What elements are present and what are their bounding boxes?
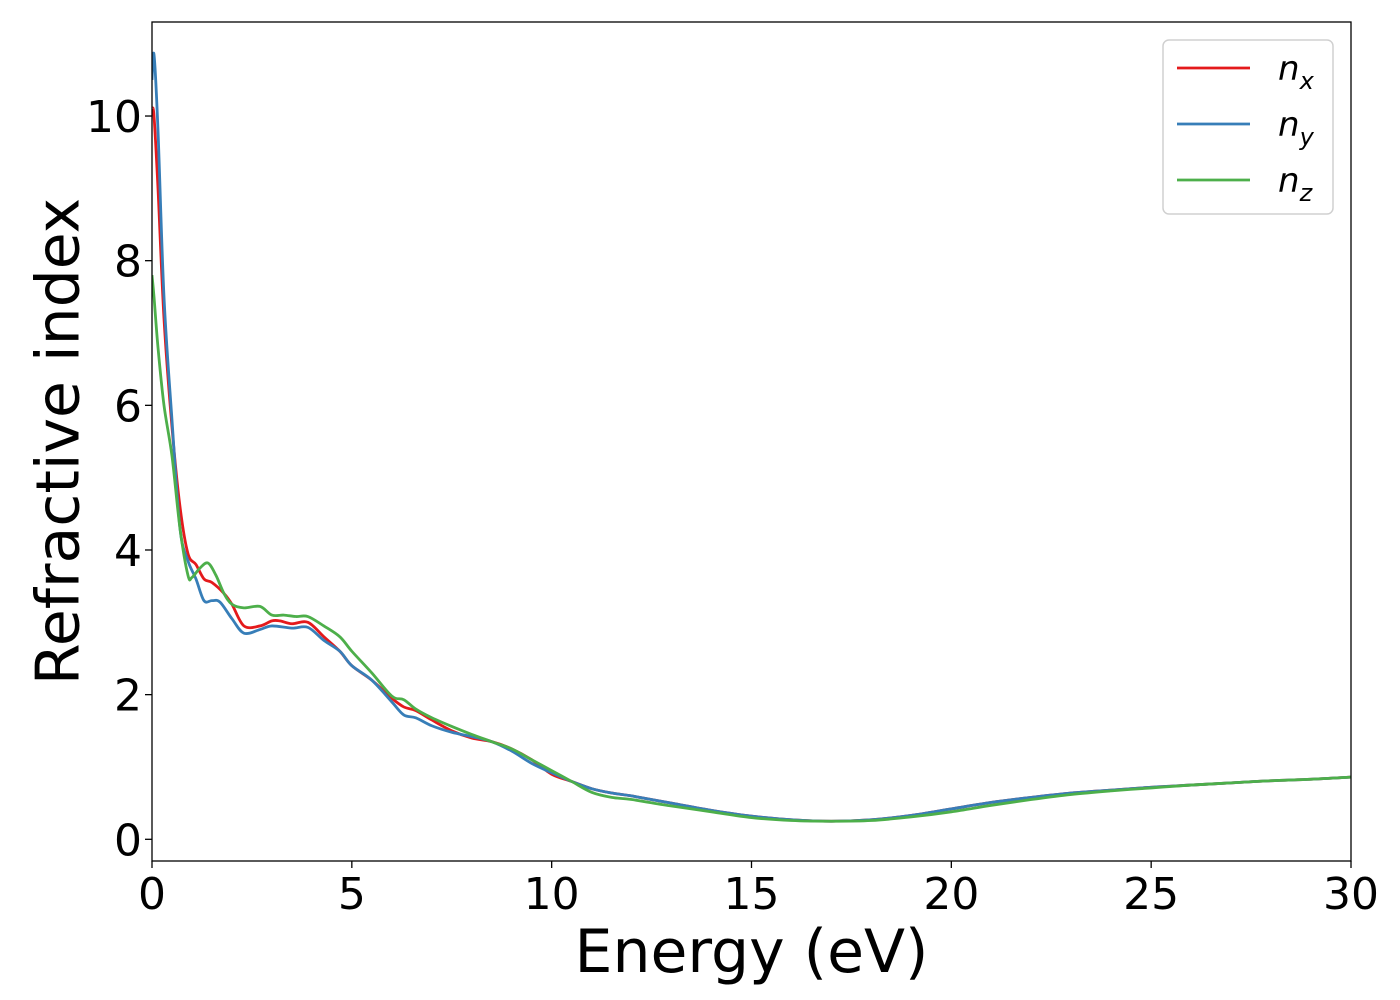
x-tick-label: 25 (1123, 869, 1179, 920)
legend-label-n-x: nx (1278, 49, 1315, 95)
series-lines (152, 51, 1351, 823)
x-tick-label: 5 (338, 869, 366, 920)
x-axis-label: Energy (eV) (575, 917, 929, 987)
x-tick-label: 20 (923, 869, 979, 920)
series-line-n-z (152, 275, 1351, 823)
x-tick-label: 15 (724, 869, 780, 920)
x-tick-label: 10 (524, 869, 580, 920)
x-tick-label: 0 (138, 869, 166, 920)
y-tick-label: 8 (114, 237, 142, 288)
y-tick-label: 6 (114, 381, 142, 432)
y-tick-label: 10 (86, 92, 142, 143)
y-tick-label: 2 (114, 671, 142, 722)
legend-box (1162, 39, 1334, 215)
x-tick-label: 30 (1323, 869, 1379, 920)
series-line-n-y (152, 51, 1351, 823)
y-tick-label: 4 (114, 526, 142, 577)
plot-area (152, 22, 1351, 861)
y-tick-label: 0 (114, 815, 142, 866)
x-axis-ticks: 0 5 10 15 20 25 30 (138, 861, 1379, 920)
legend-label-n-y: ny (1278, 105, 1315, 151)
y-axis-ticks: 0 2 4 6 8 10 (86, 92, 152, 866)
y-axis-label: Refractive index (24, 198, 94, 685)
legend-label-n-z: nz (1278, 161, 1314, 207)
legend: nx ny nz (1162, 39, 1334, 215)
